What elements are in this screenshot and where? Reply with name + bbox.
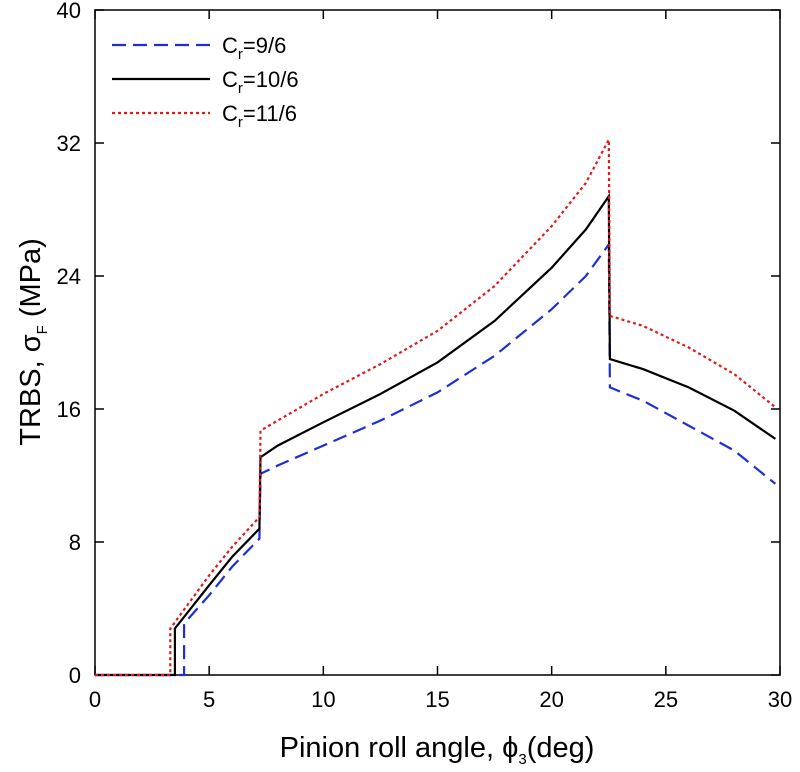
y-axis-title: TRBS, σF (MPa) bbox=[15, 238, 51, 446]
y-tick-label: 32 bbox=[57, 131, 81, 156]
y-tick-label: 40 bbox=[57, 0, 81, 23]
series-lines bbox=[95, 139, 777, 677]
x-tick-label: 20 bbox=[539, 687, 563, 712]
x-tick-label: 0 bbox=[89, 687, 101, 712]
series-line-0 bbox=[95, 241, 777, 677]
y-tick-label: 16 bbox=[57, 397, 81, 422]
x-tick-label: 25 bbox=[654, 687, 678, 712]
y-tick-label: 24 bbox=[57, 264, 81, 289]
tick-labels: 0 5 10 15 20 25 30 0 8 16 24 32 40 bbox=[57, 0, 793, 712]
legend-label-1: Cr=10/6 bbox=[222, 67, 299, 97]
x-tick-label: 10 bbox=[311, 687, 335, 712]
y-tick-label: 8 bbox=[69, 530, 81, 555]
x-axis-title: Pinion roll angle, ϕ3(deg) bbox=[280, 732, 595, 768]
series-line-2 bbox=[95, 139, 777, 677]
y-tick-label: 0 bbox=[69, 663, 81, 688]
legend-label-2: Cr=11/6 bbox=[222, 101, 297, 131]
x-tick-label: 30 bbox=[768, 687, 792, 712]
legend: Cr=9/6 Cr=10/6 Cr=11/6 bbox=[112, 33, 299, 131]
x-tick-label: 5 bbox=[203, 687, 215, 712]
series-line-1 bbox=[95, 192, 777, 677]
legend-label-0: Cr=9/6 bbox=[222, 33, 286, 63]
ticks bbox=[94, 9, 781, 676]
x-tick-label: 15 bbox=[425, 687, 449, 712]
